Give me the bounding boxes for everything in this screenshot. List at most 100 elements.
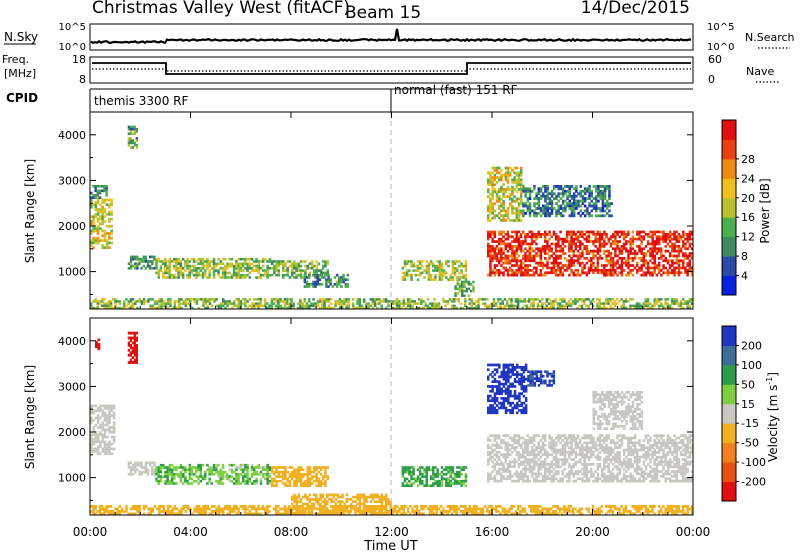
data-cell	[325, 306, 328, 310]
data-cell	[557, 207, 560, 210]
data-cell	[506, 207, 510, 210]
data-cell	[178, 298, 181, 301]
data-cell	[457, 300, 460, 303]
data-cell	[554, 465, 558, 469]
data-cell	[447, 264, 450, 268]
data-cell	[99, 430, 102, 434]
data-cell	[212, 468, 216, 472]
data-cell	[376, 493, 379, 497]
data-cell	[317, 498, 320, 501]
data-cell	[273, 479, 276, 483]
data-cell	[307, 306, 311, 310]
data-cell	[644, 266, 648, 270]
data-cell	[131, 341, 134, 345]
data-cell	[495, 472, 499, 476]
data-cell	[581, 269, 584, 272]
data-cell	[660, 257, 663, 260]
data-cell	[537, 212, 541, 215]
data-cell	[262, 257, 265, 261]
data-cell	[181, 273, 185, 277]
data-cell	[168, 463, 172, 467]
data-cell	[497, 467, 501, 471]
data-cell	[653, 230, 656, 234]
data-cell	[539, 209, 543, 213]
data-cell	[263, 300, 267, 303]
data-cell	[168, 260, 172, 263]
data-cell	[526, 257, 529, 260]
data-cell	[270, 482, 274, 485]
data-cell	[539, 455, 543, 459]
data-cell	[568, 189, 571, 193]
data-cell	[535, 197, 538, 200]
data-cell	[563, 237, 567, 241]
data-cell	[135, 339, 138, 342]
data-cell	[592, 269, 595, 272]
data-cell	[295, 473, 298, 476]
data-cell	[506, 463, 510, 466]
data-cell	[257, 304, 260, 308]
data-cell	[506, 453, 510, 457]
data-cell	[467, 283, 471, 286]
data-cell	[557, 264, 560, 267]
data-cell	[569, 304, 573, 308]
data-cell	[504, 166, 508, 170]
data-cell	[668, 240, 672, 243]
data-cell	[228, 475, 231, 478]
data-cell	[611, 235, 615, 239]
data-cell	[509, 197, 512, 201]
data-cell	[517, 436, 521, 440]
data-cell	[524, 460, 527, 464]
data-cell	[506, 254, 510, 258]
data-cell	[445, 477, 448, 481]
data-cell	[682, 230, 685, 234]
data-cell	[586, 212, 589, 215]
data-cell	[487, 171, 490, 175]
data-cell	[110, 426, 114, 429]
data-cell	[598, 247, 602, 251]
data-cell	[380, 511, 384, 515]
data-cell	[554, 249, 558, 253]
data-cell	[542, 212, 545, 215]
data-cell	[228, 468, 231, 472]
data-cell	[264, 269, 267, 272]
data-cell	[283, 300, 287, 303]
data-cell	[618, 300, 621, 303]
data-cell	[439, 306, 443, 310]
data-cell	[90, 407, 93, 410]
data-cell	[378, 298, 381, 301]
data-cell	[387, 304, 390, 308]
data-cell	[504, 446, 507, 449]
data-cell	[101, 404, 104, 408]
data-cell	[164, 262, 167, 266]
data-cell	[358, 300, 361, 303]
data-cell	[281, 300, 284, 303]
data-cell	[313, 466, 316, 469]
data-cell	[308, 500, 311, 503]
data-cell	[190, 470, 194, 474]
data-cell	[506, 446, 510, 449]
data-cell	[461, 289, 464, 293]
data-cell	[569, 298, 573, 301]
data-cell	[162, 276, 165, 279]
data-cell	[199, 475, 202, 478]
data-cell	[489, 233, 492, 236]
data-cell	[326, 495, 329, 499]
data-cell	[211, 298, 214, 301]
data-cell	[594, 240, 597, 243]
data-cell	[603, 209, 607, 213]
data-cell	[598, 240, 602, 243]
data-cell	[213, 300, 216, 303]
data-cell	[133, 132, 136, 136]
data-cell	[553, 197, 556, 200]
data-cell	[308, 473, 312, 476]
data-cell	[212, 273, 216, 277]
data-cell	[590, 204, 593, 208]
data-cell	[585, 230, 589, 234]
data-cell	[237, 479, 240, 483]
data-cell	[421, 260, 424, 263]
data-cell	[371, 498, 375, 501]
data-cell	[442, 298, 445, 301]
data-cell	[266, 260, 269, 263]
data-cell	[212, 271, 216, 275]
data-cell	[445, 260, 448, 263]
